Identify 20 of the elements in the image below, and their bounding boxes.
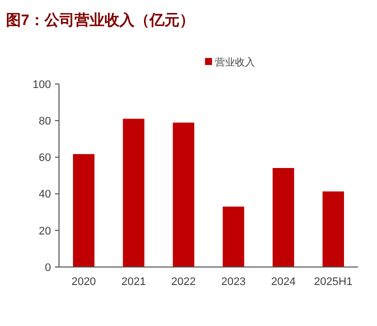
y-tick-label: 0 [44, 262, 51, 274]
x-tick-label: 2021 [121, 276, 146, 288]
y-tick-label: 80 [38, 115, 51, 128]
y-tick-label: 40 [38, 188, 51, 201]
bar [172, 122, 194, 267]
y-tick-label: 60 [38, 152, 51, 164]
x-tick-label: 2020 [71, 276, 96, 288]
x-tick-label: 2025H1 [314, 276, 353, 288]
x-tick-label: 2022 [171, 276, 196, 288]
y-tick-label: 100 [32, 78, 51, 91]
bar [122, 118, 144, 267]
legend-label: 营业收入 [215, 56, 255, 68]
bar [322, 191, 344, 267]
y-tick-label: 20 [38, 225, 51, 238]
chart-title: 图7：公司营业收入（亿元） [6, 12, 194, 29]
bar [222, 206, 244, 267]
x-tick-label: 2024 [271, 276, 296, 288]
bar [72, 154, 94, 267]
x-tick-label: 2023 [221, 276, 246, 288]
bar [272, 168, 294, 267]
